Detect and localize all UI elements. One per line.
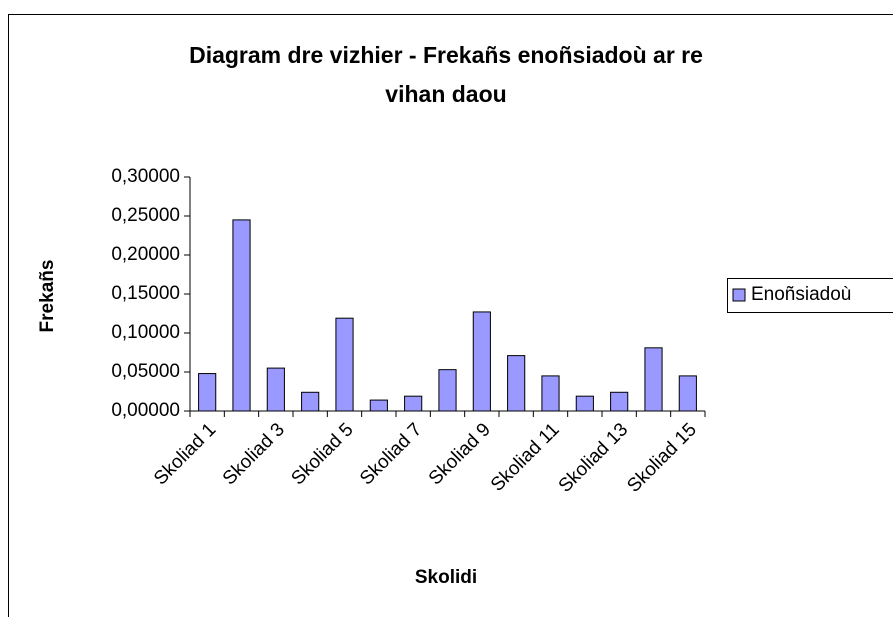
y-tick-label: 0,10000 xyxy=(111,322,180,343)
chart-title: Diagram dre vizhier - Frekañs enoñsiadoù… xyxy=(189,42,703,68)
legend-label: Enoñsiadoù xyxy=(751,284,851,305)
y-tick-label: 0,20000 xyxy=(111,244,180,265)
x-axis-label: Skolidi xyxy=(415,567,477,588)
legend-swatch xyxy=(732,288,746,302)
bar xyxy=(644,347,663,412)
bar xyxy=(232,219,251,412)
y-tick-label: 0,30000 xyxy=(111,166,180,187)
bar xyxy=(301,391,320,412)
legend-box xyxy=(727,278,893,313)
bar xyxy=(575,395,594,412)
bar xyxy=(266,367,285,412)
bar xyxy=(507,355,526,412)
bar xyxy=(472,311,491,412)
bar xyxy=(335,317,354,412)
y-axis-label: Frekañs xyxy=(37,260,58,333)
bar xyxy=(541,375,560,412)
chart-frame xyxy=(8,14,893,617)
bar xyxy=(678,375,697,412)
y-tick-label: 0,05000 xyxy=(111,361,180,382)
bar xyxy=(369,399,388,412)
bar xyxy=(404,395,423,412)
bar xyxy=(438,369,457,412)
y-tick-label: 0,00000 xyxy=(111,400,180,421)
y-tick-label: 0,25000 xyxy=(111,205,180,226)
y-tick-label: 0,15000 xyxy=(111,283,180,304)
bar xyxy=(198,373,217,412)
bar xyxy=(610,391,629,412)
chart-title: vihan daou xyxy=(385,81,506,107)
